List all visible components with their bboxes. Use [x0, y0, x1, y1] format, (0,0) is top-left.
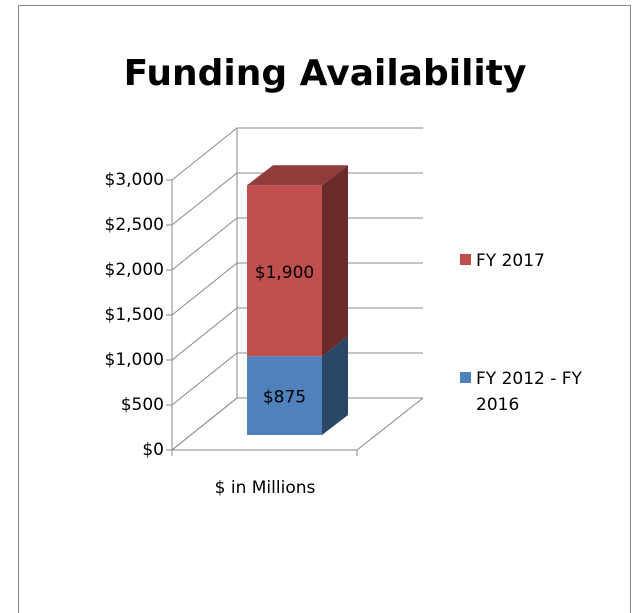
y-tick-label: $3,000 [105, 170, 164, 190]
bar [247, 185, 322, 357]
grid-line [171, 307, 423, 361]
grid-line [171, 217, 423, 271]
chart-title: Funding Availability [124, 53, 527, 94]
data-label: $875 [263, 388, 306, 408]
floor-edge [356, 397, 424, 451]
y-tick-label: $2,500 [105, 215, 164, 235]
legend-label: FY 2017 [476, 251, 545, 271]
bar-top [247, 165, 348, 186]
grid-line [171, 172, 423, 226]
legend-swatch [460, 254, 471, 265]
legend-label: FY 2012 - FY 2016 [476, 369, 582, 415]
y-tick-label: $0 [142, 440, 164, 460]
y-tick-label: $2,000 [105, 260, 164, 280]
bar [247, 356, 322, 435]
legend-swatch [460, 372, 471, 383]
bar-side [322, 165, 348, 357]
y-tick-label: $1,500 [105, 305, 164, 325]
grid-line [171, 352, 423, 406]
grid-line [171, 262, 423, 316]
data-label: $1,900 [255, 263, 314, 283]
grid-line [171, 397, 423, 451]
grid-line [171, 127, 423, 181]
y-tick-label: $500 [121, 395, 164, 415]
x-tick-label: $ in Millions [215, 478, 316, 498]
y-tick-label: $1,000 [105, 350, 164, 370]
bar-side [322, 336, 348, 435]
